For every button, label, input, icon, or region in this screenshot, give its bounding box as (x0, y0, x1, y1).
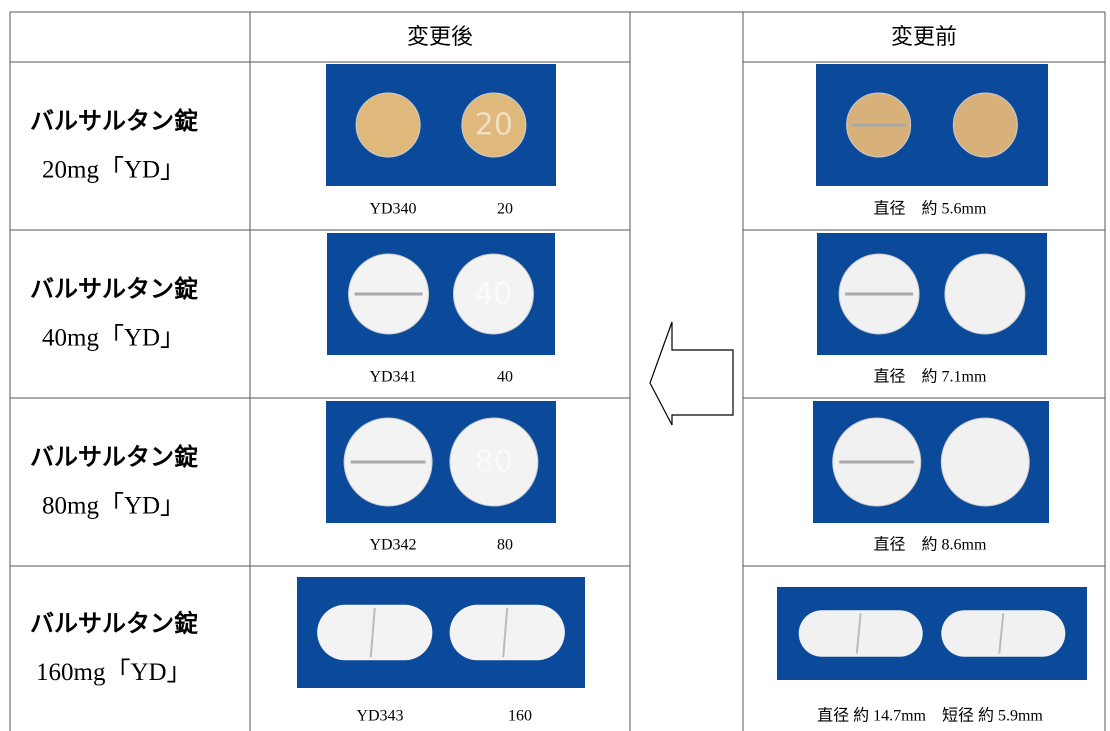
tablet (941, 610, 1066, 657)
tablet (317, 604, 433, 661)
tablet (449, 417, 539, 507)
before-size: 直径 約 7.1mm (874, 368, 987, 386)
product-dose: 160mg「YD」 (36, 658, 192, 686)
tablet-imprint: 20 (475, 108, 513, 143)
after-code: YD340 (369, 201, 416, 218)
tablet (355, 92, 421, 158)
after-code: YD343 (356, 708, 403, 725)
tablet (944, 253, 1026, 335)
tablet-imprint: 80 (475, 445, 513, 480)
product-name: バルサルタン錠 (30, 107, 198, 135)
tablet (461, 92, 527, 158)
tablet-score (855, 613, 862, 654)
after-number: 80 (497, 537, 513, 554)
header-after: 変更後 (407, 25, 473, 50)
tablet (449, 604, 565, 661)
tablet-score (998, 613, 1005, 654)
after-code: YD341 (369, 369, 416, 386)
product-name: バルサルタン錠 (30, 610, 198, 638)
before-size: 直径 約 14.7mm 短径 約 5.9mm (817, 707, 1043, 725)
tablet (940, 417, 1030, 507)
after-number: 20 (497, 201, 513, 218)
product-dose: 20mg「YD」 (42, 156, 185, 184)
tablet (952, 92, 1018, 158)
before-size: 直径 約 5.6mm (874, 200, 987, 218)
after-code: YD342 (369, 537, 416, 554)
change-arrow (649, 321, 734, 426)
product-name: バルサルタン錠 (30, 443, 198, 471)
tablet (798, 610, 923, 657)
tablet-imprint: 40 (474, 277, 512, 312)
after-number: 40 (497, 369, 513, 386)
product-dose: 80mg「YD」 (42, 492, 185, 520)
table-borders (9, 11, 1106, 731)
tablet-score (502, 607, 509, 658)
product-dose: 40mg「YD」 (42, 324, 185, 352)
tablet (452, 253, 534, 335)
before-size: 直径 約 8.6mm (874, 536, 987, 554)
product-name: バルサルタン錠 (30, 275, 198, 303)
header-before: 変更前 (891, 25, 957, 50)
tablet-score (369, 607, 376, 658)
after-number: 160 (508, 708, 532, 725)
